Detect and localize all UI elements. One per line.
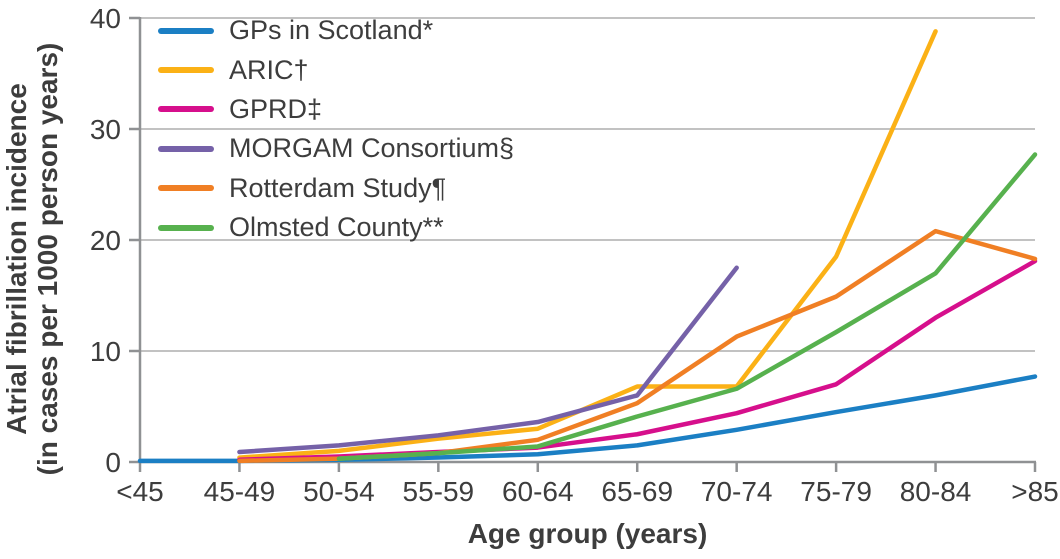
y-tick-label-30: 30 <box>90 114 121 145</box>
y-tick-label-0: 0 <box>105 447 121 478</box>
legend-item-gps-in-scotland: GPs in Scotland* <box>158 11 514 50</box>
x-tick-label-1: 45-49 <box>204 476 276 507</box>
legend-label-rotterdam-study: Rotterdam Study¶ <box>229 172 447 203</box>
legend-label-gprd: GPRD‡ <box>229 93 323 124</box>
x-tick-label-0: <45 <box>116 476 164 507</box>
y-tick-label-10: 10 <box>90 336 121 367</box>
x-tick-label-4: 60-64 <box>502 476 574 507</box>
x-tick-label-3: 55-59 <box>403 476 475 507</box>
legend-swatch-gps-in-scotland <box>158 27 214 34</box>
series-line-morgam-consortium <box>237 265 739 455</box>
x-tick-label-6: 70-74 <box>701 476 773 507</box>
legend-swatch-olmsted-county <box>158 224 214 231</box>
y-axis-title-line2: (in cases per 1000 person years) <box>32 42 63 476</box>
legend: GPs in Scotland* ARIC† GPRD‡ MORGAM Consort… <box>158 11 514 247</box>
x-tick-label-8: 80-84 <box>900 476 972 507</box>
series-line-olmsted-county <box>336 152 1038 461</box>
x-tick-label-9: >85 <box>1011 476 1059 507</box>
legend-item-rotterdam-study: Rotterdam Study¶ <box>158 169 514 208</box>
y-axis-title-line1: Atrial fibrillation incidence <box>1 83 32 435</box>
legend-item-morgam-consortium: MORGAM Consortium§ <box>158 129 514 168</box>
y-axis-title: Atrial fibrillation incidence (in cases … <box>1 14 65 504</box>
legend-label-olmsted-county: Olmsted County** <box>229 212 444 243</box>
legend-swatch-rotterdam-study <box>158 185 214 192</box>
legend-label-aric: ARIC† <box>229 54 309 85</box>
legend-item-aric: ARIC† <box>158 50 514 89</box>
legend-swatch-morgam-consortium <box>158 145 214 152</box>
y-tick-label-20: 20 <box>90 225 121 256</box>
legend-label-gps-in-scotland: GPs in Scotland* <box>229 15 434 46</box>
legend-label-morgam-consortium: MORGAM Consortium§ <box>229 133 515 164</box>
x-tick-label-7: 75-79 <box>800 476 872 507</box>
series-line-gprd <box>237 258 1038 463</box>
x-tick-label-2: 50-54 <box>303 476 375 507</box>
legend-swatch-aric <box>158 67 214 74</box>
legend-swatch-gprd <box>158 106 214 113</box>
y-tick-label-40: 40 <box>90 3 121 34</box>
legend-item-olmsted-county: Olmsted County** <box>158 208 514 247</box>
x-tick-label-5: 65-69 <box>601 476 673 507</box>
legend-item-gprd: GPRD‡ <box>158 90 514 129</box>
x-axis-title: Age group (years) <box>467 518 708 549</box>
series-line-rotterdam-study <box>237 228 1038 464</box>
